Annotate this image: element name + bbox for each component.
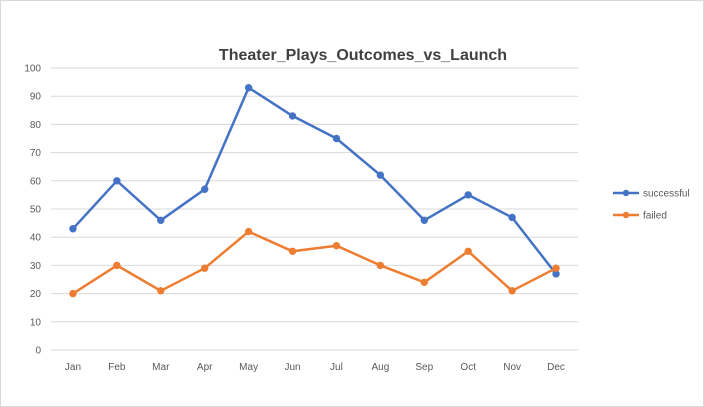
x-tick-label: Nov [503, 362, 521, 373]
y-tick-label: 60 [30, 176, 42, 187]
y-tick-label: 0 [35, 346, 41, 357]
data-point-failed [244, 227, 253, 236]
data-point-failed [552, 264, 560, 272]
data-point-failed [201, 264, 209, 272]
x-tick-label: Apr [197, 362, 213, 373]
data-point-failed [508, 287, 516, 295]
series-layer [69, 84, 560, 298]
y-tick-label: 10 [30, 317, 42, 328]
data-point-successful [332, 134, 341, 143]
x-tick-label: Aug [371, 362, 389, 373]
series-line-successful [71, 86, 558, 276]
legend-label: successful [643, 189, 690, 200]
x-tick-label: Oct [460, 362, 476, 373]
legend-label: failed [643, 211, 667, 222]
y-tick-label: 30 [30, 261, 42, 272]
data-point-successful [69, 225, 77, 233]
x-tick-label: May [239, 362, 258, 373]
data-point-successful [508, 213, 516, 222]
data-point-successful [464, 191, 472, 199]
x-tick-label: Jun [284, 362, 300, 373]
x-tick-label: Feb [108, 362, 126, 373]
data-point-failed [113, 261, 121, 270]
data-point-successful [288, 112, 297, 120]
data-point-successful [244, 84, 253, 92]
y-tick-label: 80 [30, 120, 42, 131]
data-point-failed [464, 247, 472, 256]
x-tick-label: Sep [415, 362, 433, 373]
data-point-successful [113, 177, 121, 185]
y-tick-label: 70 [30, 148, 42, 159]
data-point-successful [420, 216, 428, 224]
series-successful [69, 84, 560, 278]
x-tick-label: Jul [330, 362, 343, 373]
y-tick-label: 90 [30, 92, 42, 103]
x-tick-label: Mar [152, 362, 170, 373]
legend: successful failed [613, 189, 690, 222]
data-point-failed [332, 241, 341, 250]
data-point-successful [201, 185, 209, 193]
legend-swatch-marker [622, 189, 630, 197]
chart-title: Theater_Plays_Outcomes_vs_Launch [219, 47, 507, 64]
data-point-failed [69, 289, 77, 298]
y-tick-label: 100 [24, 64, 41, 75]
legend-item-failed: failed [613, 211, 667, 222]
x-tick-label: Jan [65, 362, 81, 373]
data-point-failed [288, 247, 297, 256]
gridlines [51, 67, 578, 323]
series-line-failed [71, 230, 558, 295]
data-point-failed [376, 261, 385, 270]
data-point-failed [157, 287, 165, 295]
legend-item-successful: successful [613, 189, 690, 200]
x-tick-label: Dec [547, 362, 565, 373]
data-point-successful [157, 216, 165, 224]
y-tick-label: 20 [30, 289, 42, 300]
axes: 0 10 20 30 40 50 60 70 80 90 100 Jan Feb Mar Apr May Jun… [24, 64, 578, 373]
y-tick-label: 50 [30, 205, 42, 216]
y-tick-label: 40 [30, 233, 42, 244]
data-point-successful [376, 171, 385, 179]
data-point-failed [420, 278, 428, 287]
series-failed [69, 227, 560, 298]
legend-swatch-marker [622, 211, 630, 219]
